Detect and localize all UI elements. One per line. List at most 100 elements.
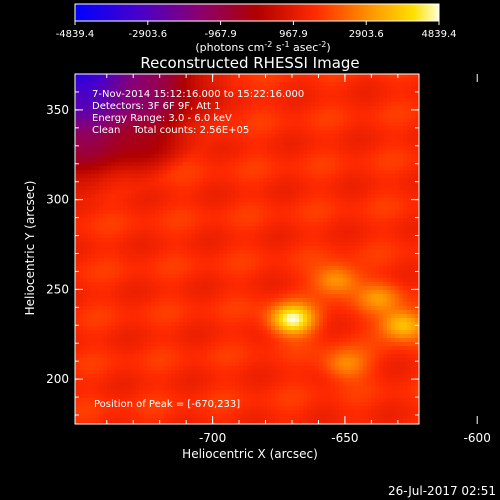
heatmap-cell <box>207 98 212 103</box>
heatmap-cell <box>95 262 100 267</box>
heatmap-cell <box>107 294 112 299</box>
heatmap-cell <box>199 238 204 243</box>
heatmap-cell <box>135 186 140 191</box>
heatmap-cell <box>287 250 292 255</box>
heatmap-cell <box>87 266 92 271</box>
heatmap-cell <box>143 142 148 147</box>
heatmap-cell <box>343 294 348 299</box>
heatmap-cell <box>319 74 324 79</box>
heatmap-cell <box>203 190 208 195</box>
heatmap-cell <box>291 138 296 143</box>
heatmap-cell <box>375 166 380 171</box>
heatmap-cell <box>131 298 136 303</box>
heatmap-cell <box>119 106 124 111</box>
heatmap-cell <box>255 206 260 211</box>
heatmap-cell <box>295 158 300 163</box>
heatmap-cell <box>339 282 344 287</box>
heatmap-cell <box>355 230 360 235</box>
heatmap-cell <box>283 242 288 247</box>
heatmap-cell <box>295 186 300 191</box>
heatmap-cell <box>195 294 200 299</box>
heatmap-cell <box>255 190 260 195</box>
heatmap-cell <box>183 250 188 255</box>
heatmap-cell <box>339 238 344 243</box>
heatmap-cell <box>303 74 308 79</box>
heatmap-cell <box>243 298 248 303</box>
heatmap-cell <box>347 214 352 219</box>
heatmap-cell <box>195 302 200 307</box>
heatmap-cell <box>203 138 208 143</box>
heatmap-cell <box>243 202 248 207</box>
heatmap-cell <box>207 218 212 223</box>
heatmap-cell <box>291 298 296 303</box>
heatmap-cell <box>167 138 172 143</box>
heatmap-cell <box>355 266 360 271</box>
heatmap-cell <box>371 210 376 215</box>
heatmap-cell <box>303 118 308 123</box>
heatmap-cell <box>387 218 392 223</box>
heatmap-cell <box>331 90 336 95</box>
heatmap-cell <box>195 226 200 231</box>
heatmap-cell <box>155 86 160 91</box>
heatmap-cell <box>111 258 116 263</box>
heatmap-cell <box>355 250 360 255</box>
heatmap-cell <box>91 130 96 135</box>
heatmap-cell <box>95 286 100 291</box>
heatmap-cell <box>411 170 416 175</box>
heatmap-cell <box>311 194 316 199</box>
heatmap-cell <box>155 302 160 307</box>
heatmap-cell <box>107 186 112 191</box>
heatmap-cell <box>367 238 372 243</box>
heatmap-cell <box>271 102 276 107</box>
heatmap-cell <box>327 94 332 99</box>
heatmap-cell <box>187 174 192 179</box>
heatmap-cell <box>407 246 412 251</box>
heatmap-cell <box>351 218 356 223</box>
heatmap-cell <box>407 266 412 271</box>
heatmap-cell <box>203 206 208 211</box>
heatmap-cell <box>91 270 96 275</box>
heatmap-cell <box>215 106 220 111</box>
heatmap-cell <box>235 146 240 151</box>
heatmap-cell <box>259 178 264 183</box>
heatmap-cell <box>255 186 260 191</box>
heatmap-cell <box>223 118 228 123</box>
heatmap-cell <box>383 78 388 83</box>
heatmap-cell <box>135 218 140 223</box>
heatmap-cell <box>395 218 400 223</box>
heatmap-cell <box>355 214 360 219</box>
heatmap-cell <box>323 138 328 143</box>
heatmap-cell <box>319 262 324 267</box>
heatmap-cell <box>283 98 288 103</box>
heatmap-cell <box>155 90 160 95</box>
heatmap-cell <box>175 166 180 171</box>
heatmap-cell <box>123 190 128 195</box>
heatmap-cell <box>343 198 348 203</box>
heatmap-cell <box>115 190 120 195</box>
heatmap-cell <box>323 186 328 191</box>
heatmap-cell <box>83 270 88 275</box>
heatmap-cell <box>267 102 272 107</box>
heatmap-cell <box>115 174 120 179</box>
heatmap-cell <box>219 154 224 159</box>
heatmap-cell <box>207 270 212 275</box>
heatmap-cell <box>183 286 188 291</box>
heatmap-cell <box>159 214 164 219</box>
heatmap-cell <box>215 150 220 155</box>
heatmap-cell <box>255 258 260 263</box>
heatmap-cell <box>171 258 176 263</box>
heatmap-cell <box>159 74 164 79</box>
heatmap-cell <box>327 266 332 271</box>
heatmap-cell <box>195 110 200 115</box>
heatmap-cell <box>115 246 120 251</box>
heatmap-cell <box>375 206 380 211</box>
heatmap-cell <box>323 110 328 115</box>
heatmap-cell <box>307 190 312 195</box>
heatmap-cell <box>95 242 100 247</box>
heatmap-cell <box>155 122 160 127</box>
heatmap-cell <box>147 158 152 163</box>
heatmap-cell <box>191 134 196 139</box>
heatmap-cell <box>259 118 264 123</box>
heatmap-cell <box>123 178 128 183</box>
heatmap-cell <box>307 130 312 135</box>
